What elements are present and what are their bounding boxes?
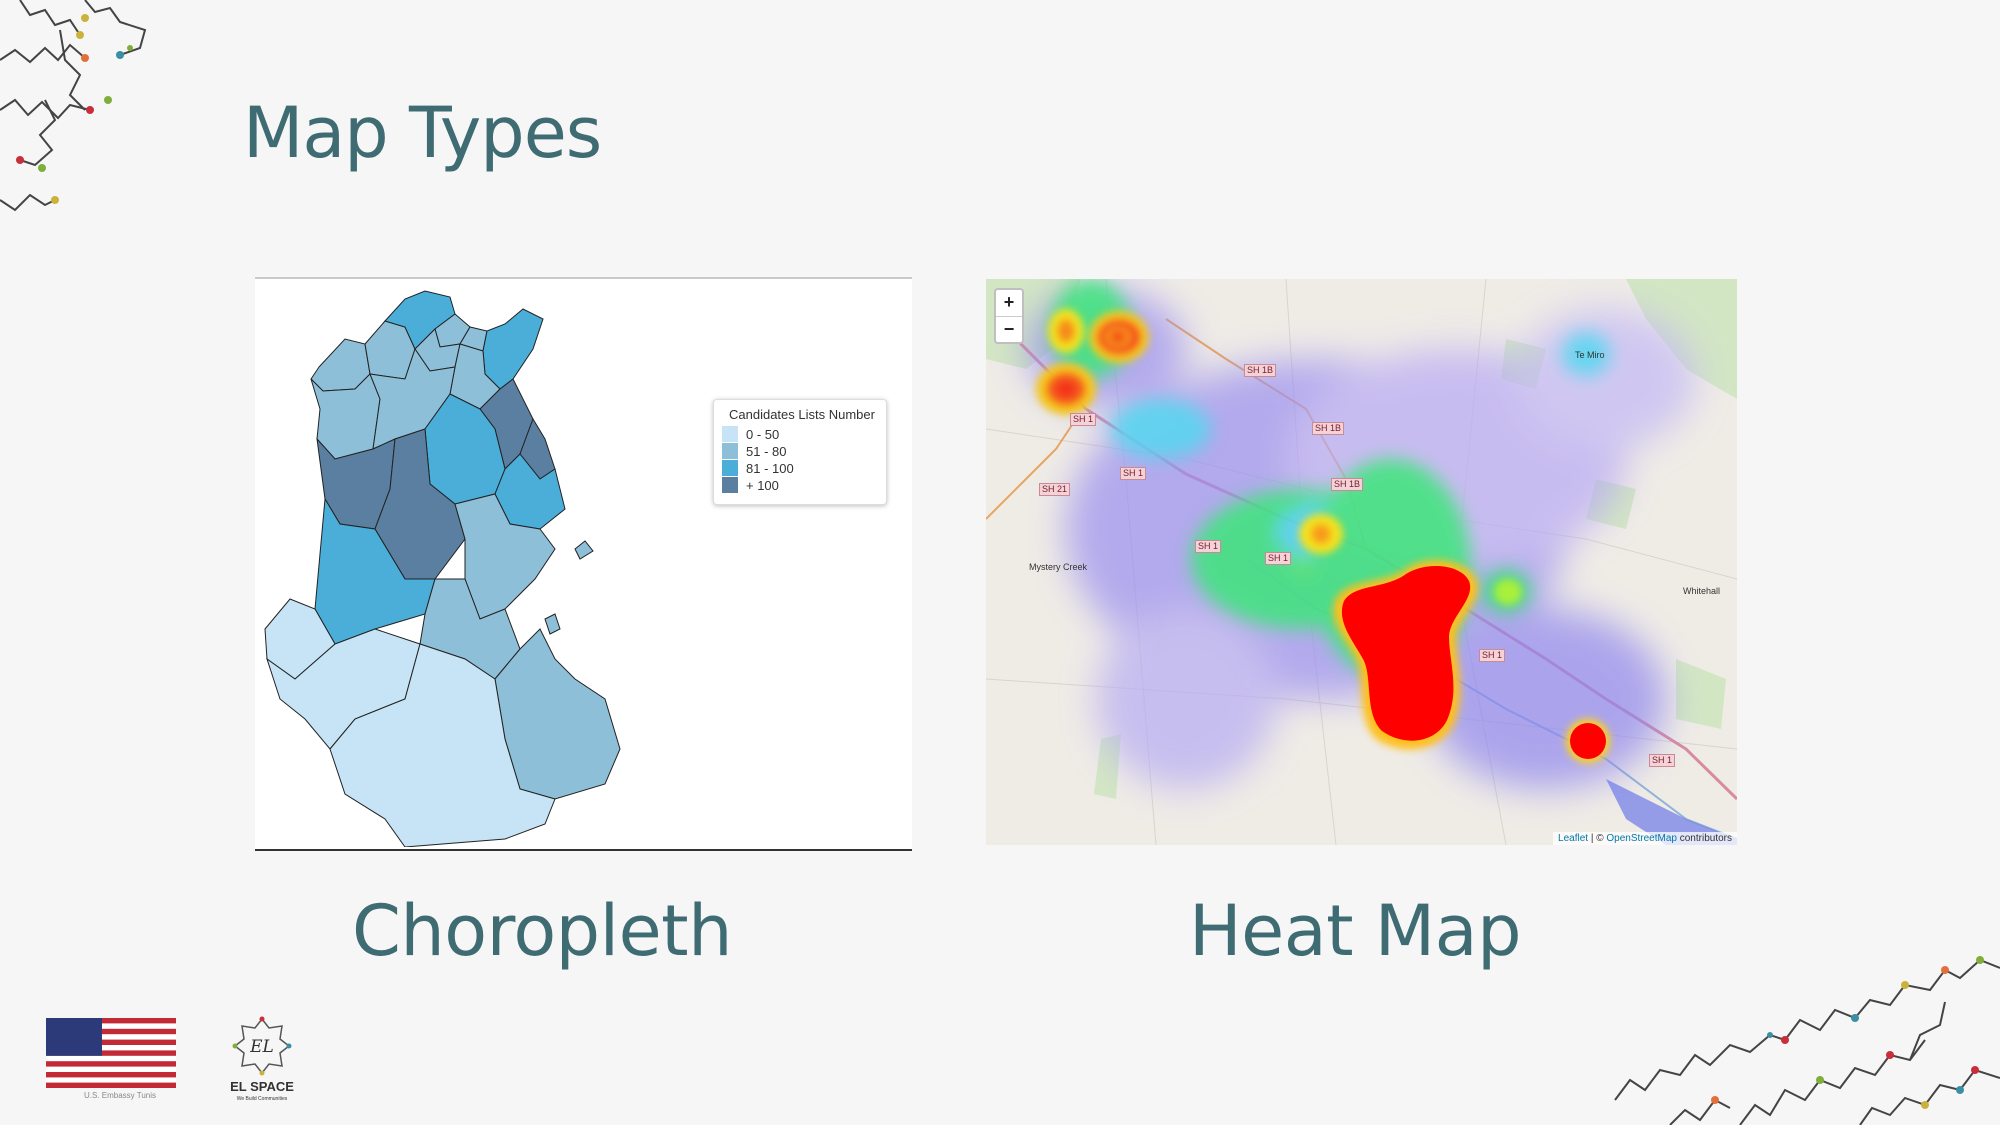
tunisia-choropleth [264, 290, 621, 848]
choropleth-caption: Choropleth [352, 890, 732, 972]
osm-link[interactable]: OpenStreetMap [1606, 833, 1677, 844]
region-nabeul [482, 308, 544, 390]
legend-item: 51 - 80 [722, 443, 786, 459]
legend-label: 0 - 50 [746, 426, 780, 442]
choropleth-map [255, 277, 912, 851]
logo-mark: EL [249, 1037, 274, 1057]
legend-item: + 100 [722, 477, 779, 493]
legend-title: Candidates Lists Number [729, 407, 875, 422]
corner-decoration-bottom-right [1614, 956, 2000, 1125]
legend-label: 81 - 100 [746, 460, 794, 476]
choropleth-legend: Candidates Lists Number 0 - 50 51 - 80 8… [713, 399, 887, 505]
legend-label: 51 - 80 [746, 443, 787, 459]
place-label: Whitehall [1683, 586, 1721, 596]
legend-swatch [722, 460, 738, 476]
heat-map-canvas [986, 279, 1737, 845]
zoom-out-button[interactable]: − [1003, 319, 1015, 339]
road-label-sh1: SH 1 [1265, 552, 1292, 565]
place-label: Mystery Creek [1029, 562, 1088, 572]
zoom-control: + − [994, 288, 1024, 344]
heat-map[interactable]: SH 1 SH 1 SH 1 SH 1 SH 1 SH 1 SH 1B SH 1… [986, 279, 1737, 845]
road-label-sh1b: SH 1B [1244, 364, 1277, 377]
el-space-logo-icon: EL [232, 1016, 292, 1076]
road-label-sh21: SH 21 [1039, 483, 1071, 496]
road-label-sh1b: SH 1B [1331, 478, 1364, 491]
legend-item: 81 - 100 [722, 460, 794, 476]
djerba [544, 613, 561, 635]
road-label-sh1: SH 1 [1649, 754, 1676, 767]
region-sidi-bouzid [374, 428, 466, 580]
region-tataouine [329, 643, 556, 848]
corner-decoration-top-left [0, 0, 147, 212]
embassy-caption: U.S. Embassy Tunis [83, 1091, 157, 1100]
road-label-sh1: SH 1 [1479, 649, 1506, 662]
legend-item: 0 - 50 [722, 426, 779, 442]
heat-map-caption: Heat Map [1188, 890, 1522, 972]
region-sfax [454, 493, 556, 620]
legend-label: + 100 [746, 477, 779, 493]
place-label: Te Miro [1575, 350, 1605, 360]
kerkennah [574, 540, 594, 560]
leaflet-link[interactable]: Leaflet [1558, 833, 1589, 844]
legend-swatch [722, 443, 738, 459]
road-label-sh1: SH 1 [1070, 413, 1097, 426]
legend-swatch [722, 477, 738, 493]
map-attribution: Leaflet | © OpenStreetMap contributors [1553, 832, 1737, 845]
logo-name: EL SPACE [230, 1079, 294, 1094]
road-label-sh1b: SH 1B [1312, 422, 1345, 435]
slide-title: Map Types [243, 92, 602, 174]
road-label-sh1: SH 1 [1120, 467, 1147, 480]
zoom-in-button[interactable]: + [996, 290, 1022, 317]
logo-tagline: We Build Communities [236, 1096, 288, 1102]
road-label-sh1: SH 1 [1195, 540, 1222, 553]
legend-swatch [722, 426, 738, 442]
us-flag-icon [46, 1018, 176, 1088]
